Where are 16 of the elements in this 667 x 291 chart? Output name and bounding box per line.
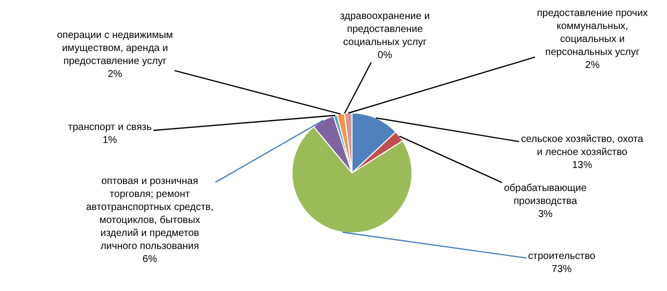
data-label: 73% bbox=[552, 264, 572, 275]
data-label: 2% bbox=[108, 69, 122, 80]
slice-label: сельское хозяйство, охота и лесное хозяйство bbox=[521, 134, 644, 158]
slice-label: предоставление прочих коммунальных, социальных и персональных услуг bbox=[537, 8, 648, 58]
slice-label: строительство bbox=[528, 251, 596, 262]
data-label: 6% bbox=[142, 254, 158, 265]
data-label: 2% bbox=[585, 60, 600, 71]
slice-label: операции с недвижимым имуществом, аренда и предоставление услуг bbox=[57, 30, 174, 67]
category-label: здравоохранение и предоставление социальных услуг bbox=[340, 11, 430, 48]
slice-label: обрабатывающие производства bbox=[504, 183, 588, 207]
data-label: 3% bbox=[538, 209, 553, 220]
data-label: 1% bbox=[102, 135, 118, 146]
text: 0% bbox=[378, 50, 392, 61]
slice-label: транспорт и связь bbox=[68, 122, 152, 133]
slice-label: оптовая и розничная торговля; ремонт автотранспортных средств, мотоциклов, бытовых изделий и предметов личного пользования bbox=[86, 176, 214, 252]
data-label: 13% bbox=[572, 160, 592, 171]
